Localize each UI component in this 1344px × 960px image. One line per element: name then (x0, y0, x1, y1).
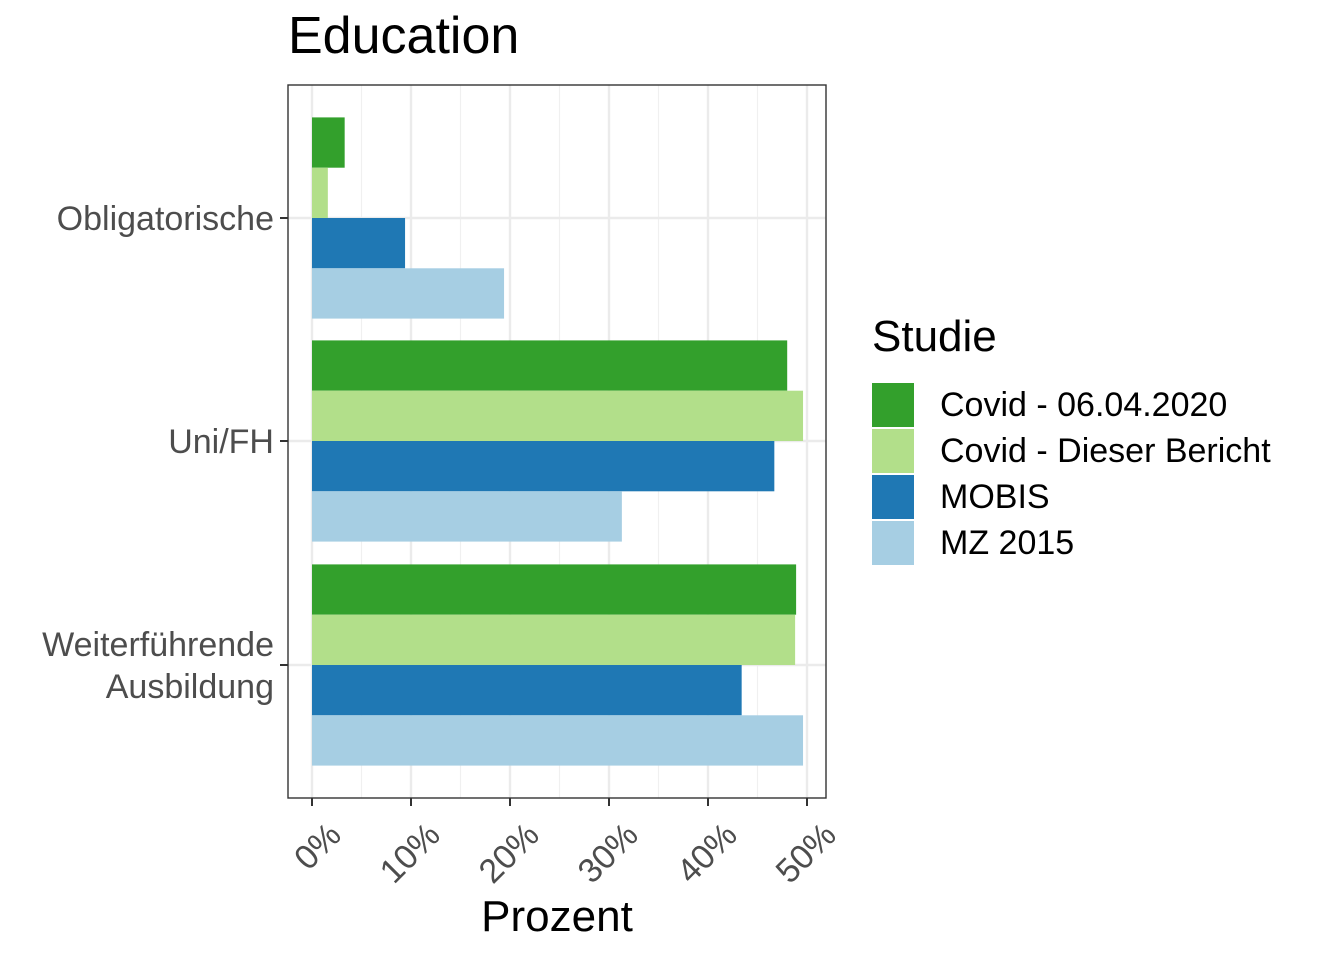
legend-swatch (872, 475, 914, 519)
bar (312, 665, 742, 716)
bar (312, 441, 775, 492)
y-tick-label: Obligatorische (56, 200, 274, 238)
bar (312, 268, 505, 319)
legend: Studie Covid - 06.04.2020 Covid - Dieser… (872, 312, 1271, 566)
bar (312, 340, 788, 391)
bar (312, 614, 796, 665)
x-tick-label: 0% (287, 816, 349, 878)
x-tick-label: 30% (571, 816, 646, 891)
y-tick-label-line: Weiterführende (42, 626, 274, 664)
x-tick-label: 10% (373, 816, 448, 891)
legend-label: MZ 2015 (940, 523, 1075, 562)
bar (312, 117, 345, 168)
legend-swatch (872, 429, 914, 473)
x-tick-label: 40% (670, 816, 745, 891)
x-tick-label: 20% (472, 816, 547, 891)
bar (312, 390, 804, 441)
y-tick-label: Weiterführende Ausbildung (42, 624, 274, 708)
legend-label: MOBIS (940, 477, 1050, 516)
legend-item: MOBIS (872, 474, 1271, 520)
legend-label: Covid - 06.04.2020 (940, 385, 1228, 424)
y-tick-label: Uni/FH (168, 423, 274, 461)
legend-swatch (872, 521, 914, 565)
x-axis-title: Prozent (481, 892, 633, 941)
legend-item: Covid - 06.04.2020 (872, 382, 1271, 428)
legend-item: Covid - Dieser Bericht (872, 428, 1271, 474)
legend-title: Studie (872, 312, 997, 361)
bar (312, 491, 622, 542)
bar (312, 167, 328, 218)
legend-swatch (872, 383, 914, 427)
chart-title: Education (288, 7, 520, 65)
legend-label: Covid - Dieser Bericht (940, 431, 1271, 470)
bar (312, 715, 804, 766)
bar (312, 564, 797, 615)
x-tick-label: 50% (769, 816, 844, 891)
legend-item: MZ 2015 (872, 520, 1271, 566)
bar (312, 218, 406, 269)
y-tick-label-line: Ausbildung (105, 668, 274, 706)
